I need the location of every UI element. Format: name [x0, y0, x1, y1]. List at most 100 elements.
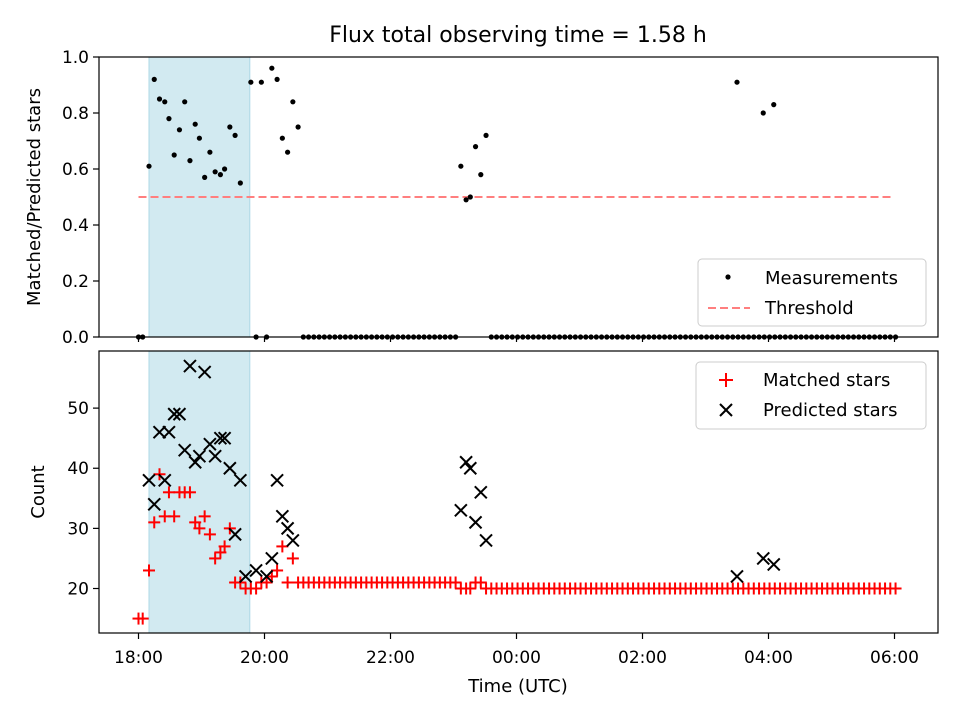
predicted-star-point	[249, 563, 263, 578]
predicted-star-point	[217, 431, 232, 445]
predicted-star-point	[286, 533, 300, 548]
predicted-star-point	[280, 521, 295, 536]
predicted-star-point	[183, 359, 197, 373]
predicted-star-point	[223, 461, 237, 475]
matched-star-point	[209, 552, 222, 565]
measurement-point	[146, 163, 152, 169]
measurement-point	[222, 166, 228, 172]
bottom-axes-frame	[98, 350, 939, 634]
predicted-star-point	[474, 485, 488, 500]
predicted-star-point	[152, 425, 167, 439]
x-tick-label: 02:00	[618, 648, 667, 668]
matched-star-point	[464, 582, 477, 595]
predicted-star-point	[459, 455, 473, 469]
measurement-point	[274, 76, 280, 82]
measurement-point	[771, 102, 777, 108]
matched-star-point	[193, 522, 206, 535]
predicted-star-point	[197, 365, 212, 379]
measurement-point	[217, 172, 223, 178]
matched-star-point	[203, 528, 216, 541]
predicted-star-point	[454, 503, 468, 518]
predicted-star-point	[177, 443, 192, 457]
measurement-point	[463, 197, 469, 203]
bottom-y-tick-label: 30	[67, 519, 89, 539]
predicted-star-point	[213, 431, 228, 445]
measurement-point	[258, 79, 264, 85]
top-legend: Measurements Threshold	[697, 258, 927, 327]
measurement-point	[458, 163, 464, 169]
bottom-legend: Matched stars Predicted stars	[695, 361, 927, 430]
matched-star-point	[271, 564, 284, 577]
top-y-tick-label: 0.2	[62, 272, 89, 292]
predicted-star-point	[203, 437, 217, 451]
matched-star-point	[136, 612, 149, 625]
top-y-tick-label: 0.6	[62, 160, 89, 180]
predicted-star-point	[208, 449, 222, 463]
predicted-star-point	[265, 551, 279, 566]
measurement-point	[227, 124, 233, 130]
measurement-point	[162, 99, 168, 105]
predicted-star-point	[767, 557, 781, 572]
measurement-point	[192, 121, 198, 127]
measurements-legend-marker	[725, 274, 731, 280]
top-y-tick-label: 0.8	[62, 104, 89, 124]
top-y-tick-label: 0.4	[62, 216, 89, 236]
predicted-legend-label: Predicted stars	[763, 400, 897, 421]
matched-star-point	[198, 510, 211, 523]
matched-star-point	[449, 576, 462, 589]
top-axes-frame	[98, 56, 939, 338]
bottom-y-tick-label: 50	[67, 399, 89, 419]
predicted-star-point	[756, 551, 770, 566]
matched-star-point	[148, 516, 161, 529]
predicted-star-point	[147, 497, 161, 512]
threshold-legend-label: Threshold	[764, 298, 854, 319]
measurement-point	[295, 124, 301, 130]
predicted-star-point	[158, 473, 172, 487]
measurement-point	[248, 79, 254, 85]
predicted-star-point	[270, 473, 284, 487]
predicted-star-point	[188, 455, 202, 469]
predicted-star-point	[463, 461, 478, 475]
measurement-point	[187, 158, 193, 164]
matched-star-point	[250, 582, 263, 595]
matched-star-point	[162, 486, 175, 499]
top-y-tick-label: 0.0	[62, 328, 89, 348]
predicted-star-point	[468, 515, 483, 530]
measurement-point	[232, 132, 238, 138]
x-tick-label: 00:00	[492, 648, 541, 668]
matched-star-point	[214, 546, 227, 559]
bottom-y-tick-label: 20	[67, 580, 89, 600]
predicted-star-point	[259, 569, 274, 584]
matched-star-point	[168, 510, 181, 523]
x-tick-label: 22:00	[366, 648, 415, 668]
bottom-shaded-interval	[148, 350, 251, 634]
measurement-point	[166, 116, 172, 122]
predicted-legend-marker	[719, 403, 733, 417]
x-tick-label: 18:00	[114, 648, 163, 668]
measurement-point	[151, 76, 157, 82]
bottom-panel: 20 30 40 50 18:00 20:00 22:00 00:00 02:00 04:00 06…	[28, 350, 939, 697]
matched-legend-label: Matched stars	[763, 370, 890, 391]
matched-star-point	[183, 486, 196, 499]
measurement-point	[207, 149, 213, 155]
predicted-star-point	[228, 527, 242, 542]
x-tick-label: 20:00	[240, 648, 289, 668]
matched-star-point	[474, 576, 487, 589]
measurement-point	[279, 135, 285, 141]
measurement-point	[290, 99, 296, 105]
predicted-star-point	[233, 473, 248, 487]
predicted-star-point	[192, 449, 207, 463]
bottom-y-tick-label: 40	[67, 459, 89, 479]
predicted-star-point	[479, 533, 493, 548]
predicted-star-point	[275, 509, 290, 524]
measurement-point	[212, 169, 218, 175]
bottom-y-axis-label: Count	[28, 465, 49, 518]
measurement-point	[237, 180, 243, 186]
top-panel: 0.0 0.2 0.4 0.6 0.8 1.0 Matched/Predicted sta…	[24, 48, 939, 348]
measurement-point	[202, 174, 208, 180]
x-tick-label: 04:00	[744, 648, 793, 668]
measurement-point	[285, 149, 291, 155]
predicted-star-point	[172, 407, 187, 421]
top-y-tick-label: 1.0	[62, 48, 89, 68]
